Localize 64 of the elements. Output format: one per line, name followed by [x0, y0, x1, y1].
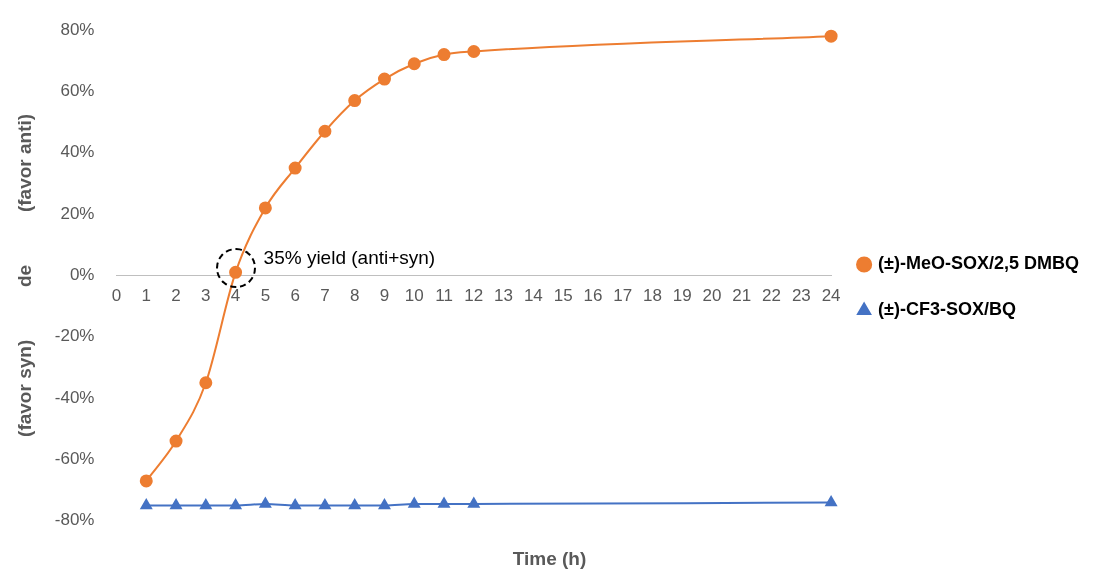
- point: [437, 48, 451, 62]
- x-tick-label: 4: [230, 286, 241, 306]
- point: [824, 29, 838, 43]
- point: [199, 376, 213, 390]
- point: [438, 497, 450, 508]
- point: [200, 498, 212, 510]
- x-tick-label: 7: [320, 286, 330, 306]
- y-tick-label: 0%: [69, 265, 95, 285]
- x-tick-label: 16: [583, 286, 603, 306]
- point: [468, 497, 480, 508]
- annotation: 35% yield (anti+syn): [263, 246, 436, 268]
- x-tick-label: 5: [260, 286, 271, 306]
- point: [319, 498, 331, 510]
- point: [318, 124, 332, 138]
- point: [407, 57, 421, 71]
- point: [170, 498, 182, 510]
- point: [288, 161, 302, 175]
- x-tick-label: 9: [379, 286, 390, 306]
- x-tick-label: 24: [821, 286, 841, 306]
- point: [259, 497, 272, 508]
- x-tick-label: 20: [702, 286, 722, 306]
- x-tick-label: 2: [171, 286, 181, 306]
- x-tick-label: 1: [141, 286, 151, 306]
- y-tick-label: 20%: [60, 203, 95, 223]
- y-tick-label: 80%: [60, 19, 95, 39]
- x-tick-label: 23: [791, 286, 811, 306]
- point: [289, 498, 301, 510]
- y-tick-label: -80%: [54, 510, 95, 530]
- x-tick-label: 19: [672, 286, 692, 306]
- y-axis-title: (favor syn) de (favor anti): [13, 113, 35, 437]
- x-tick-label: 21: [732, 286, 752, 306]
- x-tick-label: 18: [642, 286, 662, 306]
- point: [825, 495, 837, 507]
- y-tick-label: -40%: [54, 387, 95, 407]
- x-tick-label: 12: [464, 286, 484, 306]
- point: [378, 498, 391, 510]
- x-tick-label: 14: [523, 286, 543, 306]
- point: [169, 434, 183, 448]
- legend-label: (±)-CF3-SOX/BQ: [878, 299, 1016, 320]
- y-tick-label: -60%: [54, 449, 95, 469]
- x-tick-label: 11: [435, 286, 453, 306]
- x-tick-label: 15: [553, 286, 573, 306]
- x-tick-label: 6: [290, 286, 300, 306]
- x-tick-label: 13: [494, 286, 514, 306]
- point: [229, 498, 242, 510]
- x-axis-title: Time (h): [511, 548, 588, 570]
- y-tick-label: 40%: [60, 142, 95, 162]
- x-tick-label: 0: [111, 286, 122, 306]
- y-tick-label: 60%: [60, 81, 95, 101]
- x-tick-label: 3: [201, 286, 211, 306]
- x-tick-label: 17: [613, 286, 633, 306]
- point: [467, 44, 481, 58]
- x-tick-label: 10: [404, 286, 424, 306]
- x-tick-label: 8: [349, 286, 360, 306]
- point: [408, 497, 421, 508]
- point: [258, 201, 272, 215]
- point: [140, 498, 153, 510]
- y-tick-label: -20%: [54, 326, 95, 346]
- legend-label: (±)-MeO-SOX/2,5 DMBQ: [878, 253, 1080, 274]
- point: [139, 474, 153, 488]
- x-tick-label: 22: [762, 286, 782, 306]
- point: [348, 498, 361, 510]
- point: [348, 94, 362, 108]
- point: [377, 72, 391, 86]
